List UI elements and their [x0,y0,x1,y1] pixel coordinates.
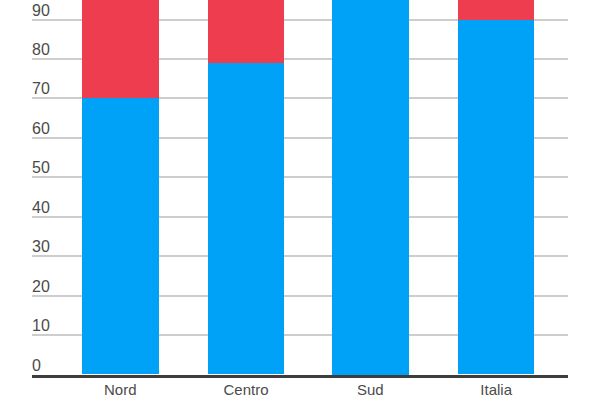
x-axis-baseline [32,375,568,378]
bar-segment-centro-blue-bottom-segment [208,63,285,375]
bar-segment-centro-red-top-segment [208,0,285,63]
x-category-label-italia: Italia [480,382,512,397]
y-tick-label: 40 [32,200,50,216]
y-tick-label: 20 [32,279,50,295]
y-tick-label: 90 [32,3,50,19]
y-tick-label: 0 [32,358,41,374]
bar-segment-nord-blue-bottom-segment [82,98,159,374]
y-tick-label: 70 [32,81,50,97]
y-tick-label: 50 [32,160,50,176]
bar-segment-italia-blue-bottom-segment [458,20,535,375]
x-category-label-centro: Centro [223,382,268,397]
y-tick-label: 30 [32,239,50,255]
bar-segment-italia-red-top-segment [458,0,535,20]
x-category-label-sud: Sud [357,382,384,397]
x-category-label-nord: Nord [104,382,137,397]
stacked-bar-chart: 0 10 20 30 40 50 60 70 80 90 Nord Centro Sud Italia [0,0,600,400]
y-tick-label: 60 [32,121,50,137]
bar-segment-sud-blue-bottom-segment [332,0,409,375]
bar-segment-nord-red-top-segment [82,0,159,98]
y-tick-label: 10 [32,318,50,334]
y-tick-label: 80 [32,42,50,58]
